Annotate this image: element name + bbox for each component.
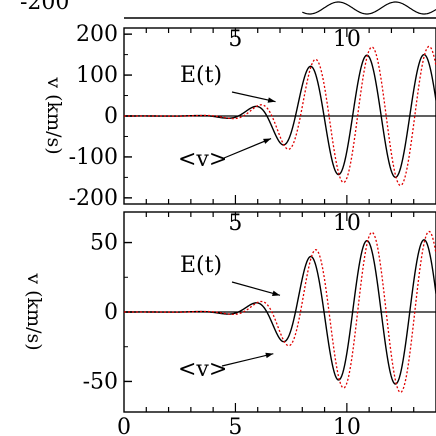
y-tick-label: -50 <box>83 369 118 394</box>
y-tick-label: 0 <box>104 104 118 129</box>
annotation-arrow <box>223 137 272 159</box>
annotation-v: <v> <box>178 357 227 382</box>
upper-panel: -200 -100 0 100 200 5 10 E(t) <v> v (km/s) <box>43 22 436 211</box>
series-v-line <box>124 45 436 187</box>
x-tick-label-top: 5 <box>228 211 242 236</box>
x-tick-label-top: 10 <box>333 27 361 52</box>
y-tick-label: 100 <box>76 63 118 88</box>
upper-annotations: E(t) <v> <box>178 63 276 172</box>
partial-curve <box>302 1 436 15</box>
lower-panel: -50 0 50 5 10 0 5 10 E(t) <v> v (km/s) <box>23 211 436 436</box>
partial-tick-label: -200 <box>20 0 69 15</box>
arrow-head <box>272 290 280 296</box>
y-tick-label: 200 <box>76 22 118 47</box>
series-v-line <box>124 230 436 394</box>
annotation-arrow <box>231 281 281 296</box>
x-tick-label: 10 <box>333 415 361 436</box>
x-tick-label: 5 <box>228 415 242 436</box>
annotation-e: E(t) <box>180 253 222 278</box>
y-tick-label: -200 <box>69 186 118 211</box>
y-tick-label: 0 <box>104 300 118 325</box>
lower-y-axis-label: v (km/s) <box>23 272 45 350</box>
lower-annotations: E(t) <v> <box>178 253 281 382</box>
annotation-e: E(t) <box>180 63 222 88</box>
annotation-v: <v> <box>178 147 227 172</box>
upper-ticks: -200 -100 0 100 200 5 10 <box>69 22 415 211</box>
top-partial-panel: -200 <box>20 0 436 19</box>
upper-y-axis-label: v (km/s) <box>43 76 65 154</box>
x-tick-label-top: 10 <box>333 211 361 236</box>
y-tick-label: -100 <box>69 145 118 170</box>
upper-series <box>124 45 436 187</box>
annotation-arrow <box>221 353 274 367</box>
lower-ticks: -50 0 50 5 10 0 5 10 <box>83 211 415 436</box>
y-tick-label: 50 <box>90 231 118 256</box>
x-tick-label: 0 <box>117 415 131 436</box>
lower-series <box>124 230 436 394</box>
arrow-head <box>265 352 274 359</box>
arrow-head <box>263 138 272 144</box>
x-tick-label-top: 5 <box>228 27 242 52</box>
arrow-head <box>267 97 276 103</box>
